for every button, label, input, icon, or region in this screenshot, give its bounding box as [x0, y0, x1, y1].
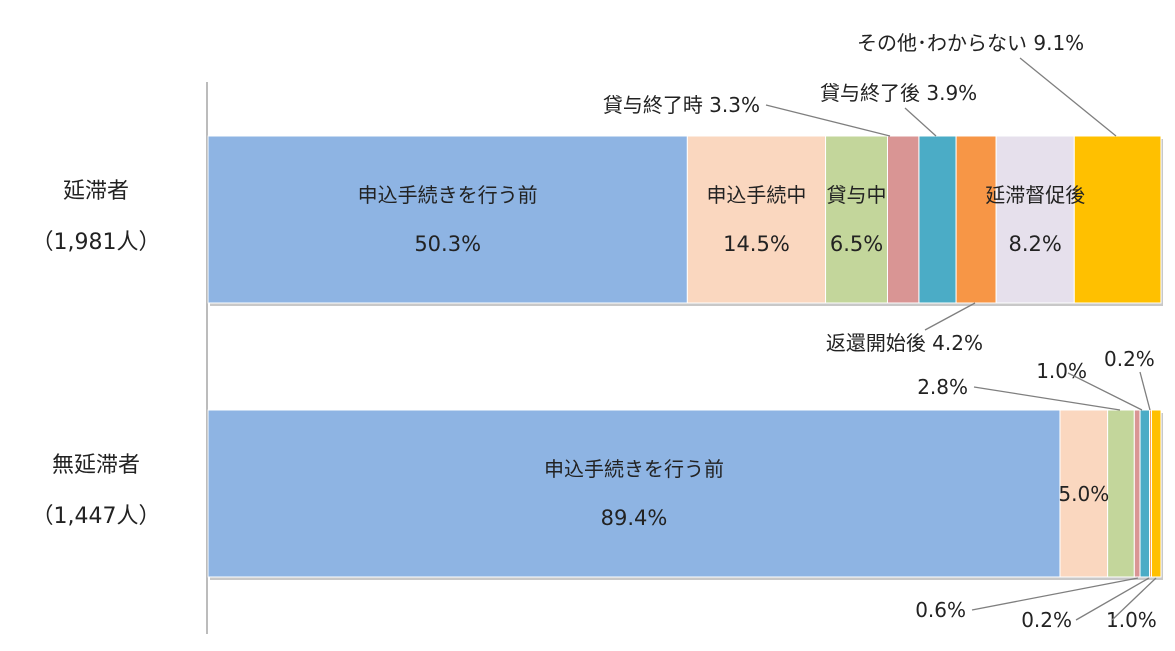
segment-value: 14.5%	[723, 232, 790, 256]
segment-label: 申込手続きを行う前 89.4%	[544, 457, 724, 530]
bar-segment	[995, 135, 1075, 304]
callout-leader-line	[1111, 577, 1157, 621]
bar-segment	[1133, 409, 1141, 578]
segment-label: 申込手続きを行う前 50.3%	[358, 183, 538, 256]
callout-label: 貸与終了後 3.9%	[820, 81, 977, 105]
callout: 貸与終了後 3.9%	[820, 81, 977, 137]
callout-leader-line	[1067, 372, 1143, 411]
segment-value: 6.5%	[830, 232, 883, 256]
segment-label: 申込手続中 14.5%	[706, 183, 806, 256]
bar-segment	[825, 135, 888, 304]
segment-name: 申込手続中	[706, 183, 806, 207]
callout-label: 0.2%	[1021, 608, 1072, 632]
bar-segment	[1073, 135, 1162, 304]
callout-label: 1.0%	[1106, 608, 1157, 632]
callout-leader-line	[904, 107, 937, 137]
bar-segment	[1150, 409, 1162, 578]
category-sublabel: （1,981人）	[32, 230, 161, 255]
category-sublabel: （1,447人）	[32, 504, 161, 529]
callout-label: その他･わからない 9.1%	[857, 31, 1084, 55]
segment-value: 50.3%	[414, 232, 481, 256]
segment-name: 延滞督促後	[985, 183, 1085, 207]
bar-segment	[886, 135, 920, 304]
segment-label: 延滞督促後 8.2%	[985, 183, 1085, 256]
segment-label: 貸与中 6.5%	[827, 183, 887, 256]
callout-leader-line	[765, 104, 891, 137]
bar-segment	[918, 135, 957, 304]
segment-value: 8.2%	[1009, 232, 1062, 256]
bar-segment	[1059, 409, 1109, 578]
callout: 0.6%	[915, 577, 1139, 622]
segment-value: 89.4%	[601, 506, 668, 530]
segment-name: 申込手続きを行う前	[544, 457, 724, 481]
callout-label: 返還開始後 4.2%	[826, 331, 983, 355]
segment-label: 5.0%	[1058, 482, 1109, 506]
segment-value: 5.0%	[1058, 482, 1109, 506]
callout-label: 2.8%	[917, 375, 968, 399]
callout: その他･わからない 9.1%	[857, 31, 1117, 137]
bar-segment	[955, 135, 997, 304]
callout: 0.2%	[1021, 577, 1150, 632]
callout-label: 1.0%	[1036, 359, 1087, 383]
callout-label: 0.2%	[1104, 347, 1155, 371]
bar-row: 無延滞者 （1,447人）	[32, 409, 1163, 580]
segment-name: 貸与中	[827, 183, 887, 207]
callout: 返還開始後 4.2%	[826, 302, 983, 355]
segment-name: 申込手続きを行う前	[358, 183, 538, 207]
callout: 1.0%	[1036, 359, 1143, 411]
callout-leader-line	[973, 386, 1121, 411]
bar-segment	[1139, 409, 1151, 578]
category-label: 延滞者	[63, 179, 129, 204]
bar-segment	[1107, 409, 1135, 578]
callout-leader-line	[971, 577, 1139, 611]
callout-leader-line	[1019, 57, 1117, 137]
category-label: 無延滞者	[52, 453, 140, 478]
bar-segment	[207, 135, 688, 304]
callout-leader-line	[924, 302, 976, 331]
callout-leader-line	[1139, 371, 1151, 411]
bar-row: 延滞者 （1,981人）	[32, 135, 1163, 306]
callout: 2.8%	[917, 375, 1121, 411]
callout: 貸与終了時 3.3%	[603, 93, 891, 137]
callout-leader-line	[1075, 577, 1150, 621]
bar-segment	[686, 135, 827, 304]
callout: 0.2%	[1104, 347, 1155, 411]
callout: 1.0%	[1106, 577, 1157, 632]
callout-label: 0.6%	[915, 598, 966, 622]
bar-segment	[207, 409, 1061, 578]
callout-label: 貸与終了時 3.3%	[603, 93, 760, 117]
